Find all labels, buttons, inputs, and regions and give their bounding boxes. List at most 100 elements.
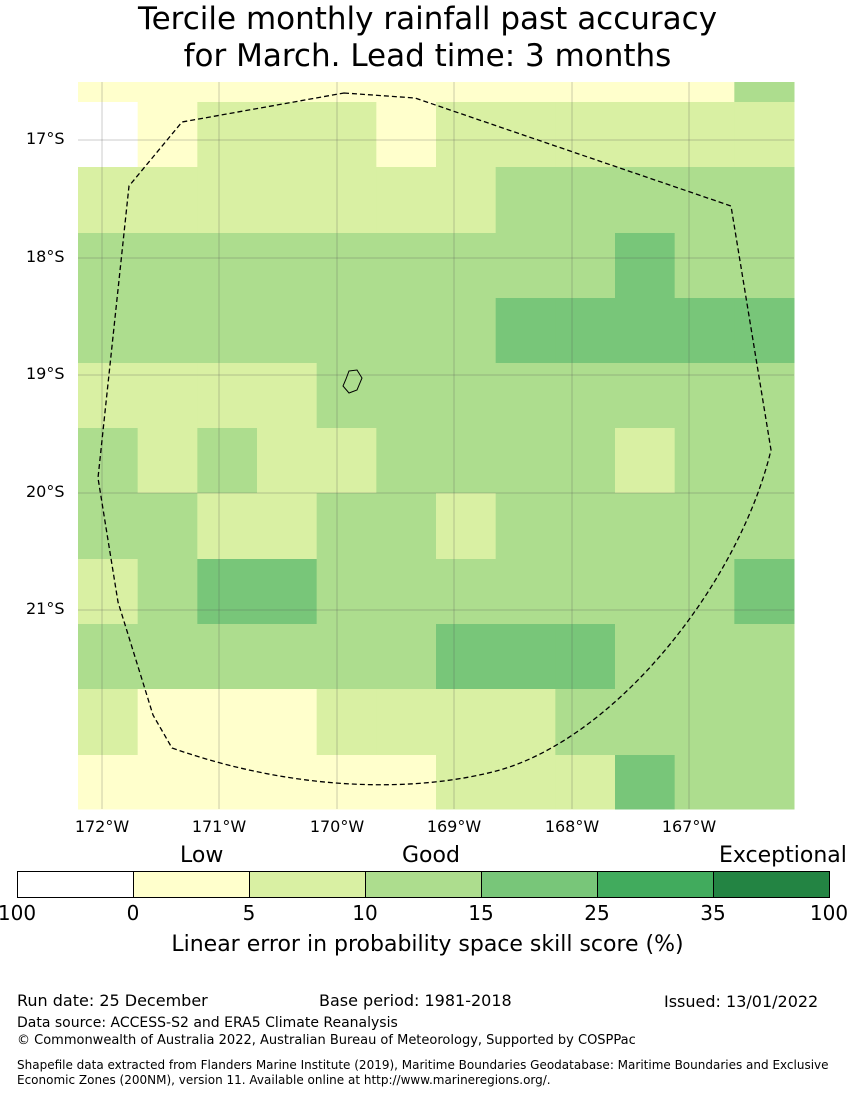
grid-cell: [674, 755, 735, 810]
lon-label-169w: 169°W: [426, 817, 482, 836]
colorbar-segment: [133, 871, 250, 898]
grid-cell: [555, 493, 616, 560]
grid-cell: [734, 82, 795, 103]
lon-label-167w: 167°W: [661, 817, 717, 836]
legend-category-low: Low: [180, 843, 224, 868]
grid-cell: [615, 559, 676, 625]
grid-cell: [555, 363, 616, 429]
lon-label-168w: 168°W: [544, 817, 600, 836]
grid-cell: [734, 102, 795, 168]
skill-map: [78, 82, 795, 810]
grid-cell: [197, 428, 258, 494]
grid-cell: [615, 493, 676, 560]
grid-cell: [197, 167, 258, 234]
grid-cell: [734, 233, 795, 299]
grid-cell: [436, 82, 497, 103]
grid-cell: [376, 233, 437, 299]
grid-cell: [555, 298, 616, 364]
grid-cell: [376, 428, 437, 494]
eez-boundary: [97, 92, 772, 786]
colorbar-tick: 35: [700, 901, 726, 925]
colorbar-title: Linear error in probability space skill …: [171, 932, 684, 957]
grid-cell: [316, 493, 377, 560]
run-date: Run date: 25 December: [17, 991, 208, 1010]
grid-cell: [137, 167, 198, 234]
grid-cell: [495, 493, 556, 560]
grid-cell: [436, 755, 497, 810]
grid-cell: [376, 624, 437, 690]
grid-cell: [137, 102, 198, 168]
grid-cell: [555, 559, 616, 625]
grid-cell: [555, 624, 616, 690]
colorbar-segment: [597, 871, 714, 898]
grid-cell: [78, 233, 139, 299]
grid-cell: [495, 363, 556, 429]
colorbar-segment: [713, 871, 830, 898]
lon-label-170w: 170°W: [309, 817, 365, 836]
colorbar-segment: [365, 871, 482, 898]
lon-label-172w: 172°W: [74, 817, 130, 836]
grid-cell: [257, 363, 318, 429]
grid-cell: [257, 559, 318, 625]
grid-cell: [137, 493, 198, 560]
grid-cell: [734, 428, 795, 494]
lat-label-18s: 18°S: [26, 247, 65, 266]
grid-cell: [197, 298, 258, 364]
grid-cell: [78, 689, 139, 756]
grid-cell: [257, 428, 318, 494]
colorbar-segment: [17, 871, 134, 898]
grid-cell: [78, 624, 139, 690]
grid-cell: [555, 689, 616, 756]
grid-cell: [376, 102, 437, 168]
grid-cell: [495, 689, 556, 756]
grid-cell: [257, 82, 318, 103]
grid-cell: [257, 298, 318, 364]
grid-cell: [495, 428, 556, 494]
grid-cell: [316, 167, 377, 234]
grid-cell: [615, 363, 676, 429]
grid-cell: [316, 689, 377, 756]
grid-cell: [436, 167, 497, 234]
grid-cell: [436, 624, 497, 690]
grid-cell: [137, 428, 198, 494]
colorbar-tick: 0: [126, 901, 140, 925]
grid-cell: [555, 428, 616, 494]
chart-title-line-1: Tercile monthly rainfall past accuracy: [137, 1, 718, 37]
grid-cell: [78, 363, 139, 429]
grid-cell: [257, 102, 318, 168]
grid-cell: [316, 298, 377, 364]
grid-cell: [674, 559, 735, 625]
grid-cell: [495, 167, 556, 234]
grid-cell: [495, 102, 556, 168]
grid-cell: [78, 82, 139, 103]
colorbar-tick: 10: [352, 901, 378, 925]
lat-label-19s: 19°S: [26, 364, 65, 383]
grid-cell: [376, 167, 437, 234]
grid-cell: [674, 428, 735, 494]
grid-cell: [376, 82, 437, 103]
colorbar-tick: 25: [584, 901, 610, 925]
grid-cell: [197, 624, 258, 690]
grid-cell: [257, 755, 318, 810]
grid-cell: [197, 493, 258, 560]
grid-cell: [734, 363, 795, 429]
grid-cell: [316, 624, 377, 690]
grid-cells: [78, 82, 795, 810]
grid-cell: [78, 559, 139, 625]
grid-cell: [197, 82, 258, 103]
grid-cell: [137, 755, 198, 810]
grid-cell: [615, 82, 676, 103]
lat-label-20s: 20°S: [26, 482, 65, 501]
legend-category-good: Good: [402, 843, 460, 868]
grid-cell: [316, 755, 377, 810]
grid-cell: [78, 167, 139, 234]
grid-cell: [674, 363, 735, 429]
grid-cell: [615, 167, 676, 234]
grid-cell: [495, 298, 556, 364]
grid-cell: [376, 298, 437, 364]
grid-cell: [495, 624, 556, 690]
grid-cell: [615, 689, 676, 756]
grid-cell: [615, 233, 676, 299]
grid-cell: [78, 428, 139, 494]
grid-cell: [257, 233, 318, 299]
